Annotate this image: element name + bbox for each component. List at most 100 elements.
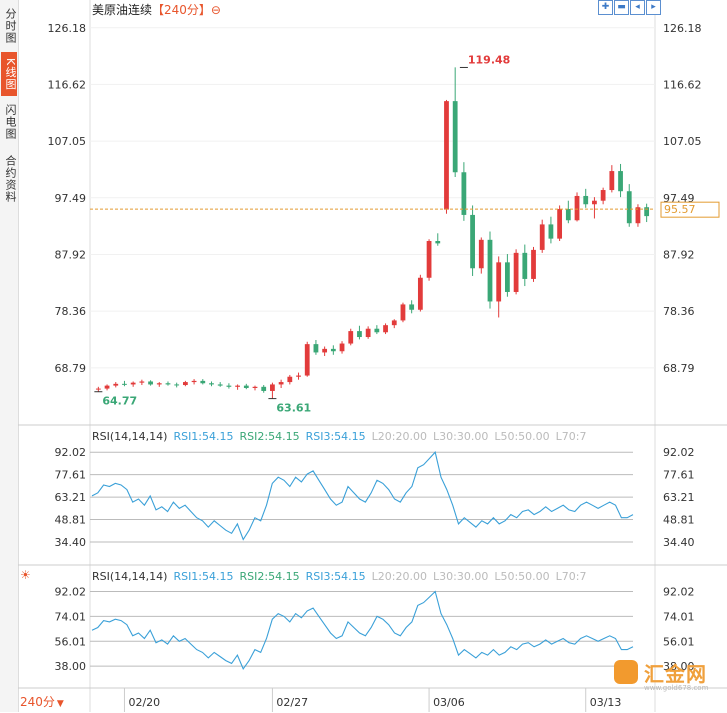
- zoom-out-icon[interactable]: ▬: [614, 0, 629, 15]
- chart-title: 美原油连续【240分】⊖: [92, 1, 221, 18]
- l30-value: L30:30.00: [433, 430, 489, 443]
- instrument-name: 美原油连续: [92, 3, 153, 17]
- rsi3-value: RSI3:54.15: [305, 570, 366, 583]
- candle-body: [635, 207, 641, 224]
- rsi-tick-right: 56.01: [663, 635, 695, 648]
- rsi-tick-right: 92.02: [663, 586, 695, 599]
- candle-body: [487, 239, 493, 302]
- candle-body: [261, 386, 267, 391]
- candle-body: [95, 388, 101, 390]
- rsi-tick-right: 77.61: [663, 469, 695, 482]
- settings-icon[interactable]: ☀: [20, 568, 31, 582]
- candle-body: [574, 195, 580, 221]
- candle-body: [322, 348, 328, 353]
- watermark-url: www.gold678.com: [644, 684, 709, 692]
- candle-body: [444, 101, 449, 210]
- y-tick-label-left: 87.92: [55, 249, 87, 262]
- l20-value: L20:20.00: [371, 430, 427, 443]
- candle-body: [165, 383, 171, 385]
- rsi2-value: RSI2:54.15: [239, 430, 300, 443]
- candle-body: [200, 380, 206, 384]
- candle-body: [270, 384, 275, 391]
- candle-body: [609, 171, 615, 191]
- candle-body: [182, 382, 188, 386]
- y-tick-label-right: 78.36: [663, 305, 695, 318]
- rsi-line: [91, 590, 634, 671]
- tab-flash[interactable]: 闪电图: [4, 104, 17, 140]
- candle-body: [313, 344, 319, 353]
- tab-contract-info[interactable]: 合约资料: [4, 155, 17, 203]
- sidebar: 分时图 K线图 闪电图 合约资料: [0, 0, 19, 712]
- minus-icon[interactable]: ⊖: [210, 3, 221, 17]
- candle-body: [365, 328, 371, 338]
- y-tick-label-right: 68.79: [663, 362, 695, 375]
- candle-body: [426, 241, 432, 278]
- candle-body: [278, 382, 284, 385]
- rsi-tick-left: 74.01: [55, 610, 87, 623]
- candle-body: [522, 252, 528, 279]
- tab-kline[interactable]: K线图: [1, 52, 17, 96]
- candle-body: [209, 383, 214, 385]
- right-arrow-icon[interactable]: ▸: [646, 0, 661, 15]
- candle-body: [583, 195, 589, 205]
- zoom-in-icon[interactable]: ✚: [598, 0, 613, 15]
- candle-body: [374, 328, 380, 333]
- candle-body: [330, 348, 336, 352]
- candle-body: [191, 380, 197, 383]
- period-select[interactable]: 240分 ▼: [20, 694, 90, 711]
- candle-body: [548, 224, 554, 239]
- last-price-box: [660, 201, 720, 218]
- candle-body: [417, 277, 423, 310]
- rsi-tick-left: 48.81: [55, 514, 87, 527]
- rsi1-value: RSI1:54.15: [173, 570, 234, 583]
- candle-body: [148, 381, 153, 385]
- x-tick-label: 03/13: [590, 696, 622, 709]
- candle-body: [592, 200, 597, 205]
- rsi2-value: RSI2:54.15: [239, 570, 300, 583]
- y-tick-label-right: 97.49: [663, 192, 695, 205]
- x-tick-label: 02/27: [276, 696, 308, 709]
- candle-body: [626, 191, 632, 224]
- watermark-logo: 汇金网 www.gold678.com: [614, 656, 714, 696]
- rsi-name: RSI(14,14,14): [92, 430, 168, 443]
- y-tick-label-right: 116.62: [663, 78, 702, 91]
- y-tick-label-left: 68.79: [55, 362, 87, 375]
- candle-body: [304, 344, 310, 376]
- rsi-tick-left: 38.00: [55, 660, 87, 673]
- rsi-tick-left: 77.61: [55, 469, 87, 482]
- extreme-label: 64.77: [102, 395, 137, 408]
- y-tick-label-right: 107.05: [663, 135, 702, 148]
- left-arrow-icon[interactable]: ◂: [630, 0, 645, 15]
- candle-body: [287, 376, 293, 383]
- candle-body: [217, 384, 223, 386]
- l70-value: L70:7: [555, 430, 587, 443]
- candle-body: [505, 262, 510, 292]
- y-tick-label-right: 87.92: [663, 249, 695, 262]
- l50-value: L50:50.00: [494, 570, 550, 583]
- candle-body: [478, 239, 484, 269]
- extreme-label: 63.61: [276, 402, 311, 415]
- candle-body: [235, 385, 240, 387]
- rsi-tick-left: 92.02: [55, 586, 87, 599]
- rsi3-value: RSI3:54.15: [305, 430, 366, 443]
- candle-body: [565, 208, 571, 221]
- candle-body: [296, 375, 301, 377]
- candle-body: [156, 383, 162, 385]
- tab-timeshare[interactable]: 分时图: [4, 8, 17, 44]
- candle-body: [496, 262, 502, 302]
- rsi-tick-right: 38.00: [663, 660, 695, 673]
- rsi-tick-left: 63.21: [55, 491, 87, 504]
- extreme-label: 119.48: [468, 53, 510, 66]
- candle-body: [531, 249, 536, 279]
- candle-body: [391, 320, 397, 326]
- candle-body: [470, 214, 475, 269]
- candle-body: [513, 252, 519, 292]
- period-select-value: 240分: [20, 695, 55, 709]
- rsi-tick-right: 48.81: [663, 514, 695, 527]
- l30-value: L30:30.00: [433, 570, 489, 583]
- candle-body: [400, 304, 406, 321]
- x-tick-label: 02/20: [128, 696, 160, 709]
- rsi-tick-right: 74.01: [663, 610, 695, 623]
- rsi-tick-right: 92.02: [663, 446, 695, 459]
